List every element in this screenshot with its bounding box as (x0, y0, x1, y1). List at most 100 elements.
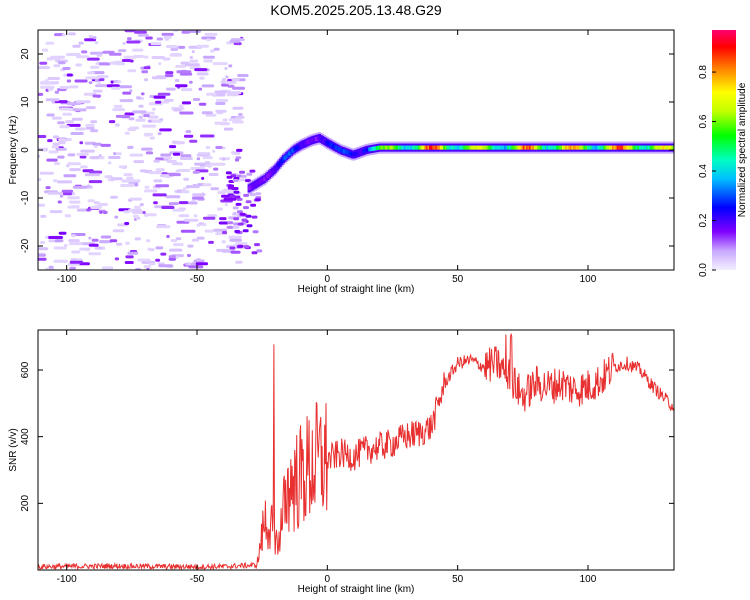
noise-cell (128, 117, 135, 121)
noise-cell (194, 162, 207, 166)
noise-cell (89, 156, 100, 160)
noise-cell (127, 251, 139, 255)
ridge-core (643, 145, 647, 150)
noise-cell (215, 99, 229, 102)
noise-cell (40, 214, 47, 218)
noise-cell (251, 251, 258, 255)
noise-cell (202, 183, 212, 187)
noise-cell (59, 107, 73, 111)
noise-cell (183, 187, 187, 191)
noise-cell (69, 200, 81, 204)
noise-cell (102, 211, 108, 214)
noise-cell (175, 141, 185, 145)
noise-cell (58, 231, 67, 235)
ridge-core (619, 145, 623, 150)
ridge-core (546, 145, 550, 150)
ridge-core (450, 145, 454, 150)
noise-cell (133, 214, 139, 218)
ridge-core (511, 145, 515, 150)
noise-cell (88, 243, 99, 247)
ridge-core (253, 182, 257, 187)
ridge-core (411, 145, 415, 150)
noise-cell (133, 55, 145, 58)
noise-cell (80, 149, 95, 153)
ridge-core (507, 145, 511, 150)
ridge-core (479, 145, 483, 150)
noise-cell (141, 92, 145, 96)
noise-cell (193, 214, 198, 218)
noise-cell (249, 169, 256, 173)
noise-cell (243, 206, 249, 210)
ridge-core (633, 145, 637, 150)
noise-cell (229, 194, 236, 198)
ridge-core (626, 145, 630, 150)
ridge-core (435, 145, 439, 150)
ridge-core (266, 173, 270, 178)
noise-cell (125, 255, 134, 259)
ridge-core (303, 141, 307, 146)
noise-cell (51, 145, 59, 149)
noise-cell (226, 91, 242, 95)
ridge-core (347, 151, 351, 156)
noise-cell (215, 109, 227, 113)
noise-cell (67, 153, 76, 157)
noise-cell (91, 238, 99, 242)
noise-cell (145, 151, 154, 155)
noise-cell (62, 112, 72, 116)
noise-cell (201, 84, 215, 88)
noise-cell (230, 250, 241, 254)
noise-cell (136, 216, 141, 220)
noise-cell (155, 246, 164, 250)
noise-cell (178, 45, 186, 49)
ridge-core (668, 145, 672, 150)
noise-cell (104, 175, 113, 179)
noise-cell (94, 201, 100, 205)
noise-cell (192, 196, 204, 200)
noise-cell (159, 128, 172, 132)
noise-cell (125, 241, 130, 245)
ridge-core (494, 145, 498, 150)
noise-cell (88, 252, 102, 256)
noise-cell (57, 155, 65, 159)
noise-cell (99, 240, 113, 244)
noise-cell (88, 180, 103, 184)
noise-cell (175, 237, 182, 241)
noise-cell (170, 48, 179, 51)
noise-cell (198, 102, 207, 106)
noise-cell (237, 74, 249, 77)
noise-cell (218, 221, 229, 225)
y-tick-label: -20 (20, 238, 31, 253)
ridge-core (325, 140, 329, 145)
noise-cell (73, 108, 87, 112)
noise-cell (165, 71, 174, 75)
noise-cell (166, 235, 170, 238)
noise-cell (196, 157, 201, 161)
noise-cell (236, 210, 243, 214)
noise-cell (148, 262, 156, 266)
noise-cell (109, 239, 118, 243)
noise-cell (228, 235, 242, 239)
ridge-core (313, 137, 317, 142)
noise-cell (48, 150, 59, 154)
ridge-core (394, 145, 398, 150)
y-tick-label: 20 (20, 48, 31, 60)
noise-cell (134, 30, 147, 34)
y-tick-label: 400 (20, 428, 31, 445)
noise-cell (138, 33, 149, 37)
noise-cell (162, 57, 171, 61)
noise-cell (69, 260, 84, 264)
snr-frame (37, 329, 675, 571)
noise-cell (191, 50, 195, 54)
noise-cell (68, 239, 80, 243)
noise-cell (223, 197, 237, 201)
noise-cell (215, 146, 223, 149)
ridge-core (278, 160, 282, 165)
noise-cell (52, 135, 59, 139)
ridge-core (613, 145, 617, 150)
noise-cell (38, 135, 47, 138)
noise-cell (85, 124, 95, 127)
colorbar-tick-label: 0.2 (698, 213, 709, 227)
noise-cell (86, 184, 91, 188)
ridge-core (501, 145, 504, 150)
ridge-core (660, 145, 664, 150)
